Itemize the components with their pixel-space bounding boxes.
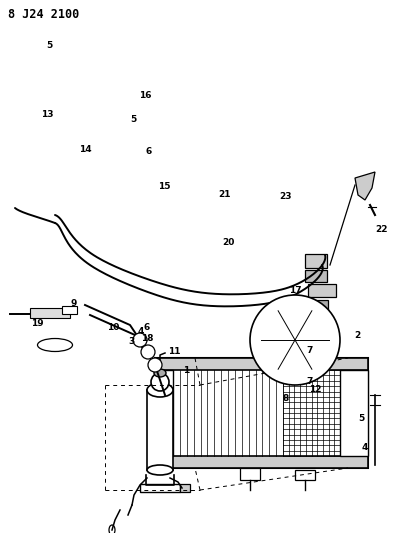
Bar [140,484,180,492]
Bar [155,358,368,370]
Bar [240,468,260,480]
Text: 2: 2 [354,332,360,340]
Text: 14: 14 [79,145,92,154]
Text: 12: 12 [309,385,322,393]
Text: 22: 22 [375,225,387,233]
Text: 1: 1 [183,366,190,375]
Text: 3: 3 [128,337,134,345]
Text: 7: 7 [306,346,313,355]
FancyBboxPatch shape [310,300,328,312]
Text: 18: 18 [141,334,153,343]
Text: 5: 5 [358,414,364,423]
Bar [155,456,368,468]
Text: 6: 6 [146,148,152,156]
Circle shape [148,358,162,372]
Ellipse shape [147,383,173,397]
Bar [155,370,173,456]
Text: 21: 21 [218,190,231,199]
Text: 4: 4 [362,443,368,452]
Text: 6: 6 [144,324,150,332]
FancyBboxPatch shape [305,270,327,282]
Bar [155,358,368,468]
Text: 7: 7 [306,377,313,385]
Ellipse shape [151,373,169,391]
Bar [295,470,315,480]
Text: 16: 16 [139,92,151,100]
Text: 17: 17 [289,286,302,295]
Ellipse shape [109,525,115,533]
Polygon shape [355,172,375,200]
Text: 8: 8 [283,394,289,403]
FancyBboxPatch shape [308,284,336,297]
Text: 8 J24 2100: 8 J24 2100 [8,8,79,21]
Text: 19: 19 [31,319,44,328]
FancyBboxPatch shape [305,254,327,268]
Text: 20: 20 [222,238,235,247]
Text: 15: 15 [158,182,171,191]
Bar [147,390,173,470]
Ellipse shape [37,338,73,351]
Bar [180,484,190,492]
Text: 13: 13 [41,110,54,119]
Text: 23: 23 [279,192,292,200]
Text: 5: 5 [130,116,136,124]
Bar [30,308,70,318]
Circle shape [141,345,155,359]
Ellipse shape [147,465,173,475]
Text: 10: 10 [107,324,119,332]
Text: 4: 4 [138,327,144,336]
Text: 9: 9 [70,300,77,308]
Bar [340,370,368,456]
Circle shape [133,333,147,347]
Bar [62,306,77,314]
Text: 5: 5 [46,41,53,50]
Circle shape [250,295,340,385]
Ellipse shape [154,369,166,377]
Text: 11: 11 [168,348,181,356]
